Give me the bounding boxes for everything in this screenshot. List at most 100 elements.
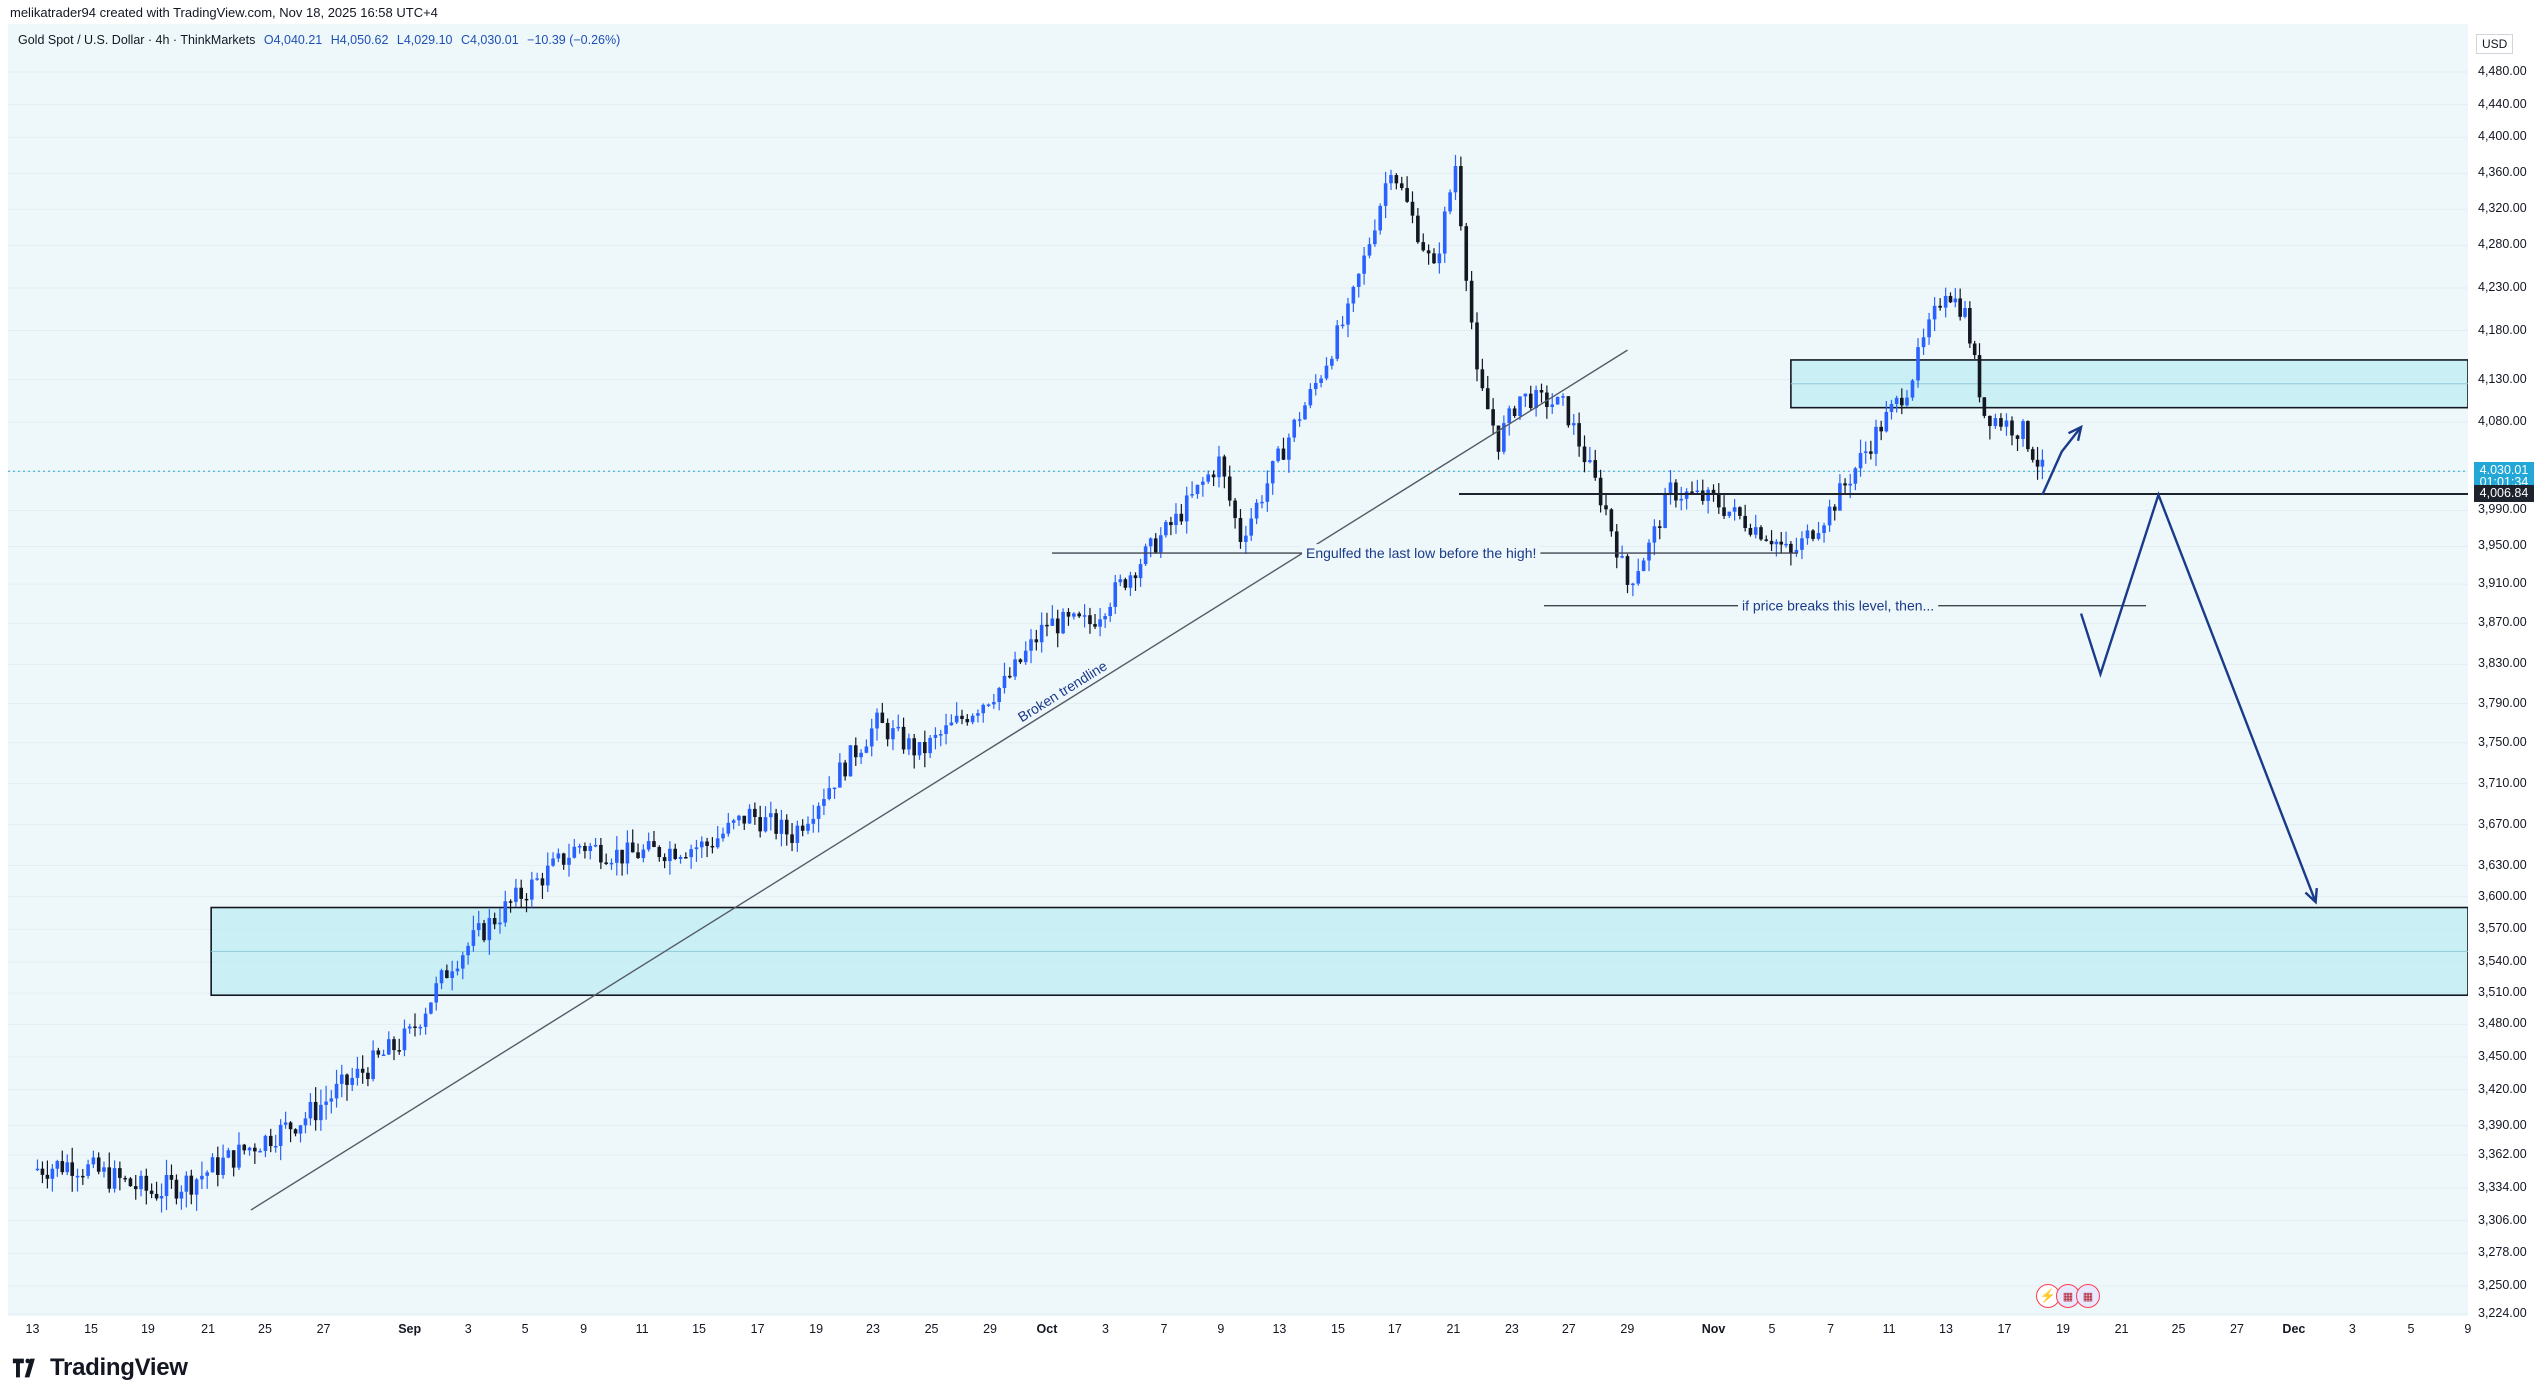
candle-body: [508, 901, 513, 903]
chart-pane[interactable]: [8, 24, 2468, 1316]
candle-body: [1982, 397, 1987, 416]
candle-body: [2030, 449, 2035, 460]
candle-body: [1346, 303, 1350, 325]
time-tick-label: 21: [2114, 1322, 2129, 1336]
candle-body: [1138, 564, 1143, 579]
candle-body: [487, 918, 492, 941]
candle-body: [1555, 396, 1560, 405]
candle-body: [1184, 495, 1189, 522]
candle-body: [758, 817, 762, 832]
candle-body: [1179, 513, 1184, 522]
time-tick-label: 27: [316, 1322, 331, 1336]
time-tick-label: 5: [1768, 1322, 1776, 1336]
candle-body: [169, 1175, 174, 1180]
candle-body: [609, 862, 614, 865]
time-axis[interactable]: [0, 1316, 2468, 1344]
candle-body: [1169, 522, 1173, 526]
candle-body: [1822, 525, 1826, 534]
candle-body: [1668, 482, 1673, 495]
news-events[interactable]: ⚡ ▦ ▦: [2036, 1284, 2100, 1308]
candle-body: [1879, 426, 1883, 432]
candle-body: [1211, 474, 1216, 478]
time-tick-label: 17: [1387, 1322, 1402, 1336]
candle-body: [1227, 476, 1232, 501]
arrowhead-down: [2304, 888, 2318, 905]
candle-body: [684, 857, 688, 859]
candle-body: [434, 983, 439, 1003]
candle-body: [1448, 192, 1452, 212]
candle-body: [91, 1157, 96, 1165]
open-value: O4,040.21: [263, 33, 323, 47]
candle-body: [445, 970, 449, 979]
candle-body: [1270, 461, 1275, 484]
candle-body: [1593, 460, 1598, 478]
time-tick-label: 15: [692, 1322, 706, 1336]
candle-body: [96, 1157, 101, 1172]
candle-body: [1932, 305, 1937, 320]
tradingview-logo-icon: [12, 1358, 35, 1378]
candle-body: [1335, 325, 1340, 359]
candle-body: [965, 718, 970, 723]
candle-body: [1319, 378, 1323, 383]
candle-body: [221, 1157, 225, 1175]
candle-body: [1550, 404, 1555, 407]
candle-body: [118, 1168, 122, 1178]
candle-body: [705, 841, 709, 846]
candle-body: [726, 822, 731, 834]
candle-body: [838, 762, 842, 788]
time-tick-label: 23: [1504, 1322, 1519, 1336]
candle-body: [1614, 531, 1619, 558]
zones: [210, 359, 2469, 997]
candle-body: [1088, 615, 1092, 625]
candle-body: [1442, 211, 1447, 254]
time-tick-label: Nov: [1701, 1322, 1726, 1336]
candle-body: [1432, 253, 1436, 264]
candle-body: [334, 1083, 339, 1099]
time-tick-label: Dec: [2282, 1322, 2306, 1336]
candle-body: [1657, 526, 1662, 529]
price-tick-label: 4,180.00: [2478, 322, 2527, 337]
candle-body: [519, 887, 524, 899]
price-tick-label: 3,510.00: [2478, 985, 2527, 1000]
us-flag-icon[interactable]: ▦: [2076, 1284, 2100, 1308]
candle-body: [1874, 426, 1878, 454]
candle-body: [144, 1175, 149, 1191]
candle-body: [107, 1167, 112, 1189]
candle-body: [875, 712, 879, 729]
candle-body: [1948, 295, 1953, 303]
candle-body: [954, 715, 959, 723]
candle-body: [1133, 575, 1138, 579]
candle-body: [1340, 324, 1345, 327]
candle-body: [1769, 540, 1774, 545]
tradingview-logo[interactable]: TradingView: [10, 1354, 188, 1382]
candle-body: [960, 715, 964, 719]
candle-body: [668, 848, 672, 862]
price-tick-label: 3,870.00: [2478, 615, 2527, 630]
candle-body: [1848, 483, 1853, 486]
candle-body: [976, 713, 980, 716]
candle-body: [1816, 533, 1821, 539]
candle-body: [210, 1157, 215, 1173]
candle-body: [561, 853, 566, 865]
candle-body: [1050, 618, 1055, 626]
candle-body: [1566, 396, 1571, 426]
candle-body: [747, 808, 752, 824]
candle-body: [1838, 483, 1842, 511]
bounce-projection: [2041, 426, 2083, 496]
candle-body: [2004, 420, 2009, 427]
price-tick-label: 3,250.00: [2478, 1278, 2527, 1292]
price-tick-label: 3,480.00: [2478, 1016, 2527, 1031]
candle-body: [1518, 396, 1522, 416]
currency-label[interactable]: USD: [2476, 34, 2514, 54]
candle-body: [112, 1168, 117, 1189]
price-axis[interactable]: [2468, 24, 2541, 1316]
time-tick-label: 9: [1217, 1322, 1225, 1336]
candle-body: [1007, 675, 1012, 678]
candle-body: [1276, 448, 1280, 462]
candle-body: [1905, 397, 1909, 406]
candle-body: [822, 799, 826, 806]
drawings[interactable]: [250, 349, 2468, 1211]
price-tick-label: 3,390.00: [2478, 1117, 2527, 1132]
candle-body: [583, 845, 587, 852]
